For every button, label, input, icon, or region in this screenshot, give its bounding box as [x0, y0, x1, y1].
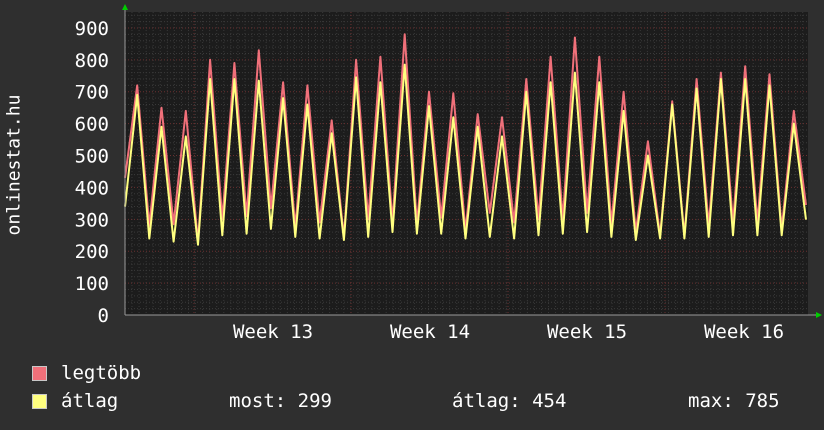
series-line-atlag [124, 63, 807, 246]
y-axis-label: onlinestat.hu [2, 80, 26, 250]
y-tick-label: 200 [75, 241, 109, 263]
x-tick-label: Week 15 [547, 321, 627, 343]
y-tick-label: 300 [75, 209, 109, 231]
y-tick-label: 900 [75, 18, 109, 40]
x-tick-label: Week 13 [233, 321, 313, 343]
stat-max: max: 785 [688, 390, 780, 412]
y-tick-label: 0 [98, 305, 109, 327]
x-axis-arrow-icon [816, 312, 822, 318]
plot-area [125, 12, 808, 315]
y-tick-label: 800 [75, 50, 109, 72]
y-tick-label: 600 [75, 114, 109, 136]
x-tick-label: Week 14 [390, 321, 470, 343]
legend-label-legtobb: legtöbb [61, 362, 142, 384]
y-tick-label: 100 [75, 273, 109, 295]
legend-label-atlag: átlag [61, 390, 119, 412]
y-axis-label-text: onlinestat.hu [3, 94, 25, 236]
legend-swatch-legtobb [32, 365, 47, 381]
stat-atlag: átlag: 454 [452, 390, 567, 412]
y-axis-arrow-icon [122, 4, 128, 10]
stat-most: most: 299 [229, 390, 332, 412]
y-tick-label: 500 [75, 146, 109, 168]
legend-swatch-atlag [32, 393, 47, 409]
y-tick-label: 700 [75, 82, 109, 104]
x-tick-label: Week 16 [704, 321, 784, 343]
legend-item-legtobb: legtöbb [32, 362, 141, 384]
y-tick-label: 400 [75, 177, 109, 199]
legend-item-atlag: átlag [32, 390, 118, 412]
